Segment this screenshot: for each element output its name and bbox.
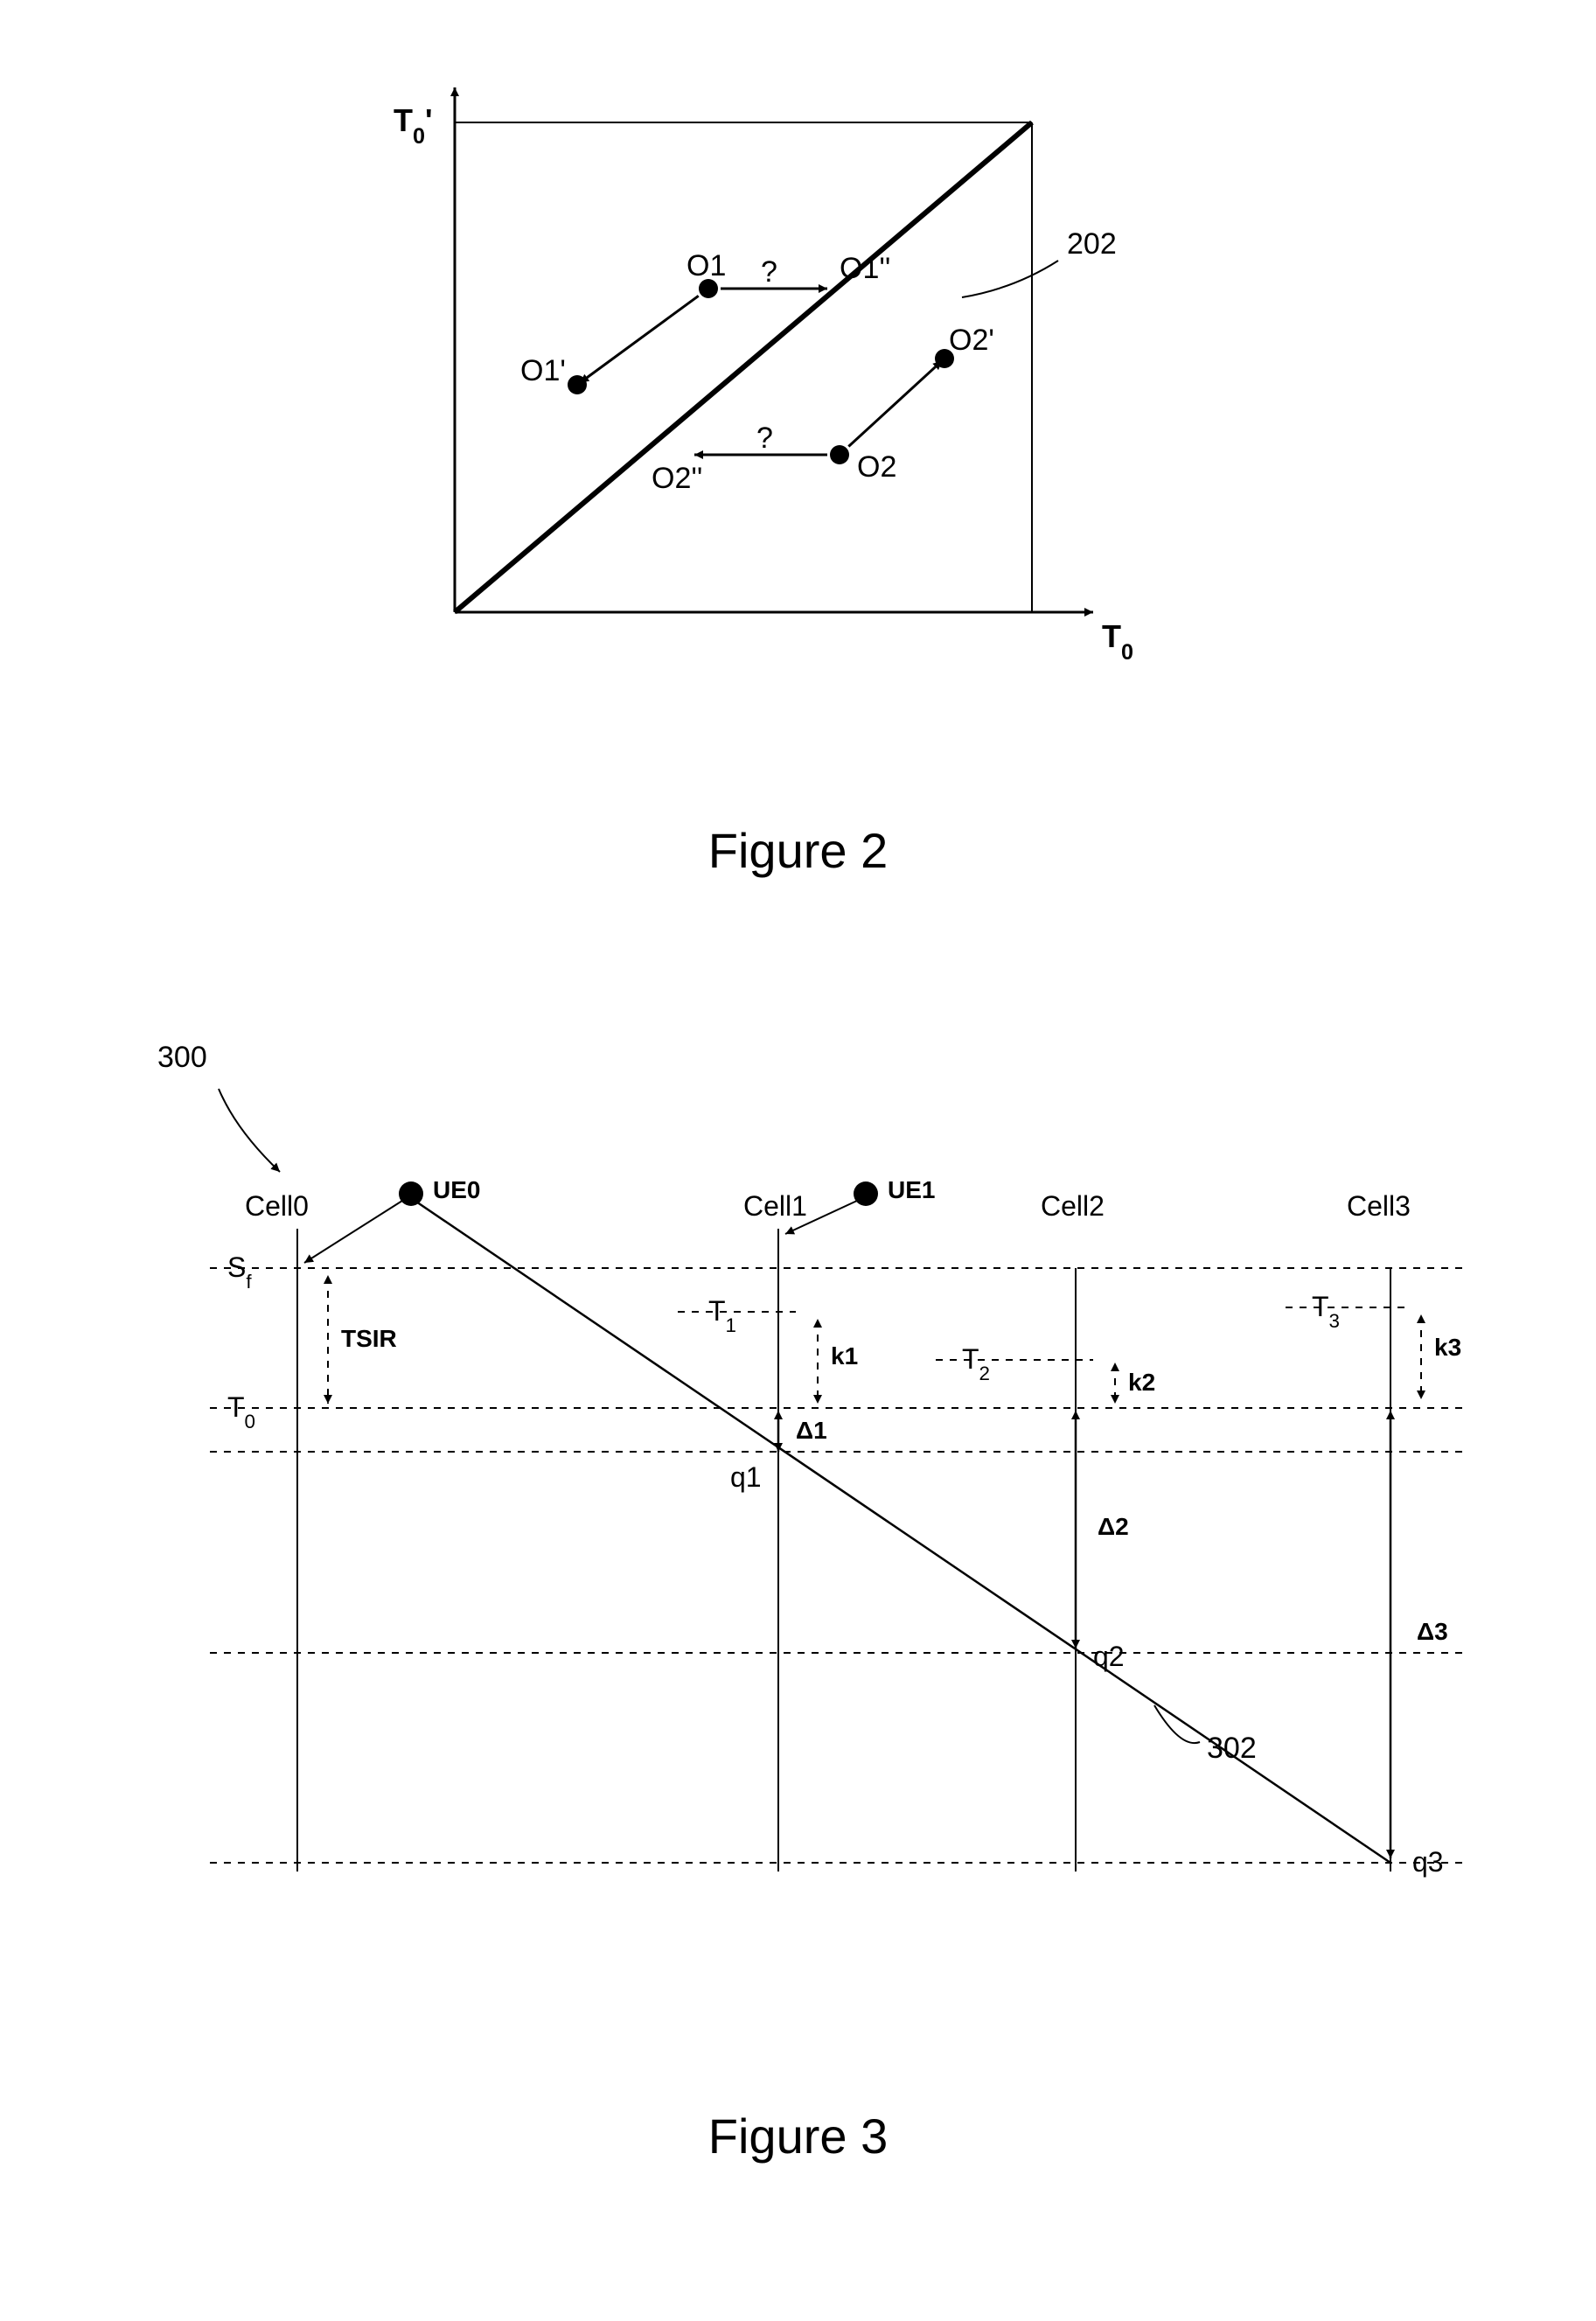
figure-2: T0' T0 202 O1 O1' O1'' O2 O2' O2''??: [297, 70, 1259, 770]
svg-text:T3: T3: [1312, 1291, 1340, 1332]
svg-text:k2: k2: [1128, 1369, 1155, 1396]
svg-text:302: 302: [1207, 1732, 1257, 1765]
figure-2-caption: Figure 2: [35, 822, 1561, 879]
svg-text:q2: q2: [1093, 1641, 1125, 1672]
svg-text:Cell1: Cell1: [743, 1190, 807, 1222]
svg-text:Δ1: Δ1: [796, 1417, 827, 1444]
svg-text:T2: T2: [962, 1343, 990, 1384]
svg-text:q1: q1: [730, 1461, 762, 1493]
svg-text:TSIR: TSIR: [341, 1325, 397, 1352]
svg-text:Sf: Sf: [227, 1251, 252, 1293]
svg-text:k3: k3: [1434, 1334, 1461, 1361]
svg-text:Δ2: Δ2: [1098, 1513, 1129, 1540]
svg-text:O2': O2': [949, 324, 994, 357]
page: T0' T0 202 O1 O1' O1'' O2 O2' O2''?? Figure 2 30…: [35, 35, 1561, 2286]
svg-text:O1'': O1'': [840, 252, 890, 285]
svg-text:?: ?: [756, 422, 773, 455]
svg-text:Cell3: Cell3: [1347, 1190, 1411, 1222]
svg-text:T0: T0: [1102, 618, 1133, 665]
svg-text:UE1: UE1: [888, 1176, 935, 1203]
svg-text:202: 202: [1067, 227, 1117, 261]
svg-text:O1': O1': [520, 354, 566, 387]
svg-text:O1: O1: [686, 249, 726, 282]
svg-text:O2: O2: [857, 450, 896, 484]
svg-text:q3: q3: [1412, 1846, 1444, 1878]
svg-text:Cell2: Cell2: [1041, 1190, 1105, 1222]
svg-text:UE0: UE0: [433, 1176, 480, 1203]
svg-text:k1: k1: [831, 1342, 858, 1370]
svg-text:T0: T0: [227, 1391, 255, 1432]
figure-3-caption: Figure 3: [35, 2108, 1561, 2164]
svg-text:O2'': O2'': [652, 462, 702, 495]
svg-text:Cell0: Cell0: [245, 1190, 309, 1222]
svg-text:T1: T1: [708, 1295, 736, 1336]
svg-text:Δ3: Δ3: [1417, 1618, 1448, 1645]
svg-text:T0': T0': [394, 102, 433, 149]
svg-text:?: ?: [761, 255, 777, 289]
svg-text:300: 300: [157, 1041, 207, 1074]
figure-3: 300 Sf T0 T1 T2 T3 Cell0 Cell1 Cell2 Cell3 UE0 UE1 T…: [105, 1014, 1504, 2020]
